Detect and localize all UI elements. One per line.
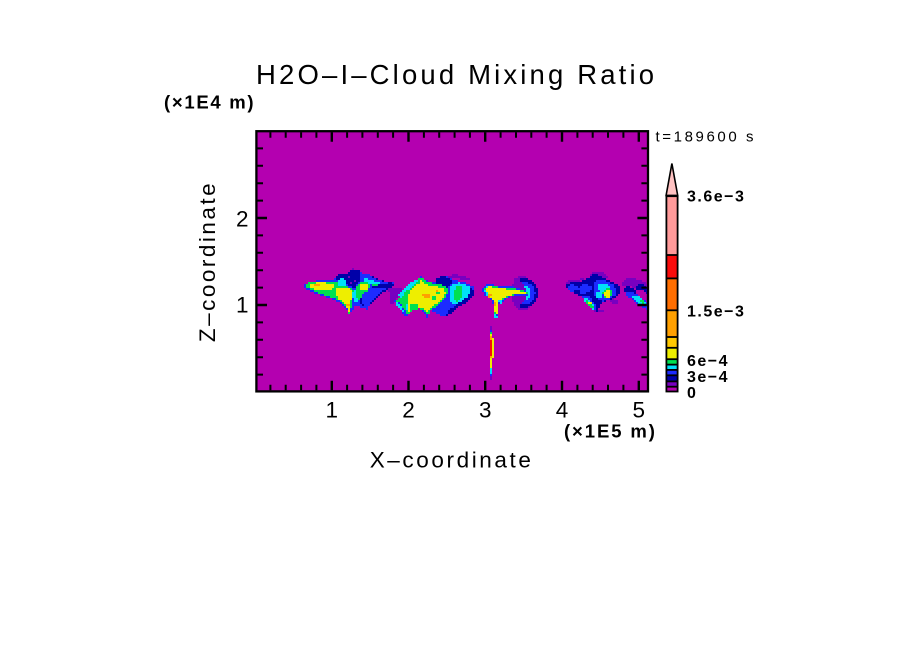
- svg-text:1: 1: [325, 398, 338, 423]
- svg-text:3.6e−3: 3.6e−3: [687, 189, 745, 206]
- svg-text:H2O–I–Cloud Mixing Ratio: H2O–I–Cloud Mixing Ratio: [256, 59, 657, 90]
- svg-text:1: 1: [236, 292, 249, 317]
- svg-text:X–coordinate: X–coordinate: [370, 448, 534, 473]
- svg-text:1.5e−3: 1.5e−3: [687, 304, 745, 321]
- svg-text:0: 0: [687, 385, 697, 402]
- svg-text:6e−4: 6e−4: [687, 353, 729, 370]
- svg-text:(×1E4 m): (×1E4 m): [164, 92, 255, 113]
- svg-text:t=189600 s: t=189600 s: [656, 129, 757, 146]
- svg-text:5: 5: [632, 398, 645, 423]
- svg-text:2: 2: [402, 398, 415, 423]
- svg-text:(×1E5 m): (×1E5 m): [564, 421, 657, 442]
- svg-text:4: 4: [556, 398, 569, 423]
- svg-text:2: 2: [236, 207, 249, 232]
- svg-text:3: 3: [479, 398, 492, 423]
- svg-text:Z–coordinate: Z–coordinate: [195, 181, 220, 342]
- svg-text:3e−4: 3e−4: [687, 369, 729, 386]
